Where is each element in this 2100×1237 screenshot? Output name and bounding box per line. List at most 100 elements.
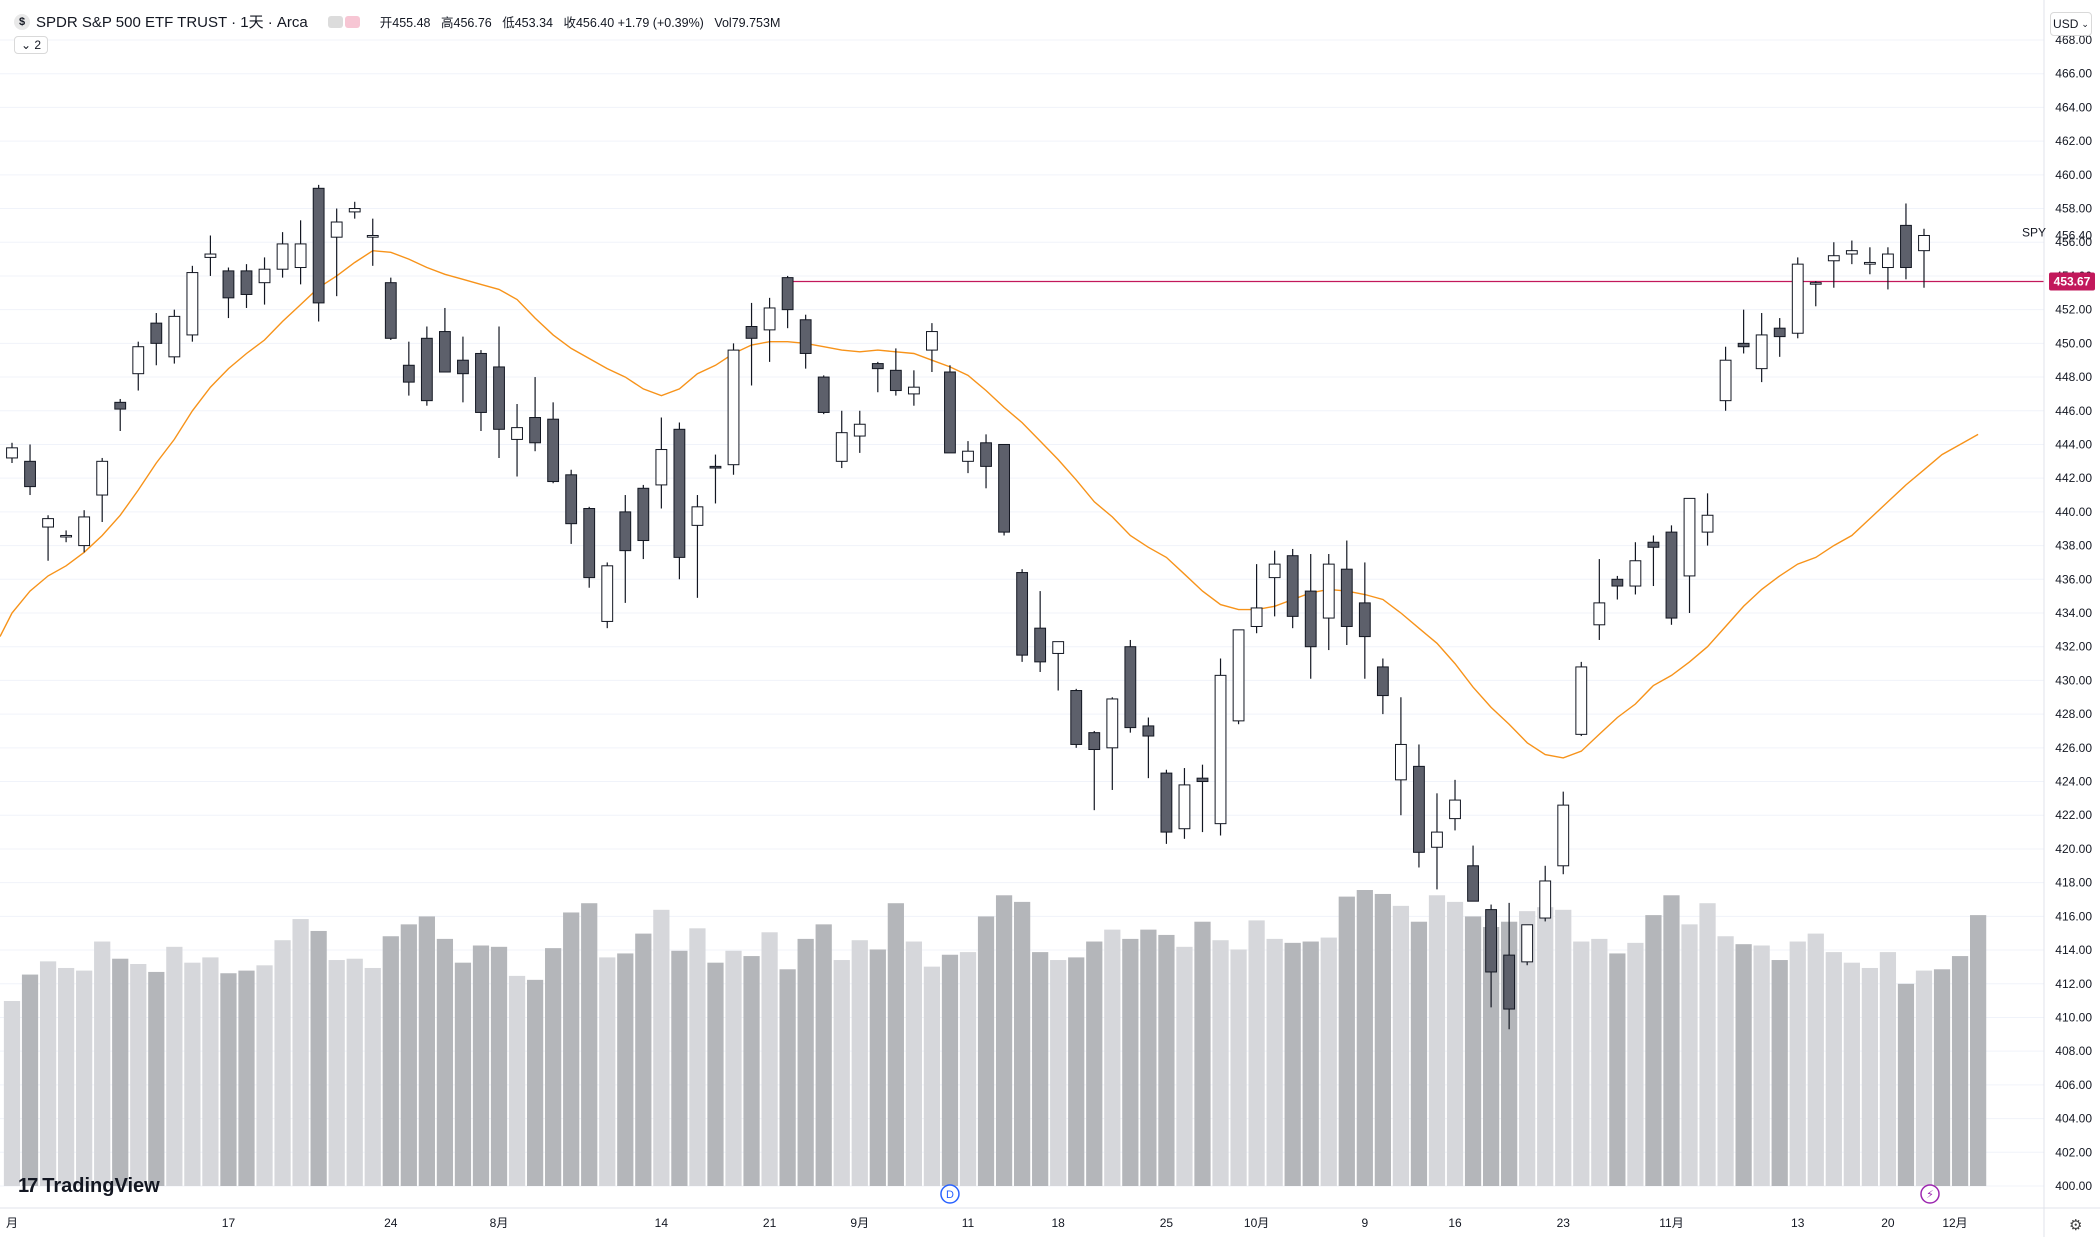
candle-body: [78, 516, 91, 547]
volume-bar: [1086, 941, 1103, 1186]
price-tick-label: 442.00: [2055, 471, 2092, 485]
earnings-marker[interactable]: ⚡: [1920, 1184, 1940, 1204]
line-price-label: 453.67: [2054, 275, 2091, 289]
volume-bar: [1879, 952, 1897, 1186]
candle-body: [1845, 250, 1858, 255]
candle-body: [637, 487, 650, 542]
ohlc-low-label: 低: [502, 16, 515, 30]
candle-body: [998, 443, 1010, 533]
time-tick-label: 25: [1160, 1216, 1174, 1230]
price-tick-label: 460.00: [2055, 168, 2092, 182]
dividend-label: D: [946, 1189, 954, 1201]
volume-bar: [1717, 936, 1734, 1186]
volume-bar: [39, 961, 57, 1186]
ohlc-open-label: 开: [379, 16, 393, 30]
price-tick-label: 434.00: [2055, 606, 2092, 620]
time-tick-label: 17: [222, 1216, 236, 1230]
candle-body: [330, 221, 343, 238]
flash-label: ⚡: [1926, 1188, 1934, 1201]
candle-body: [1647, 541, 1660, 548]
volume-bar: [1158, 934, 1175, 1186]
volume-bar: [1338, 896, 1355, 1186]
volume-bar: [400, 924, 417, 1186]
price-tick-label: 456.00: [2055, 235, 2092, 249]
volume-bar: [1789, 941, 1806, 1186]
candle-body: [1016, 572, 1029, 656]
price-tick-label: 464.00: [2055, 100, 2092, 114]
volume-bar: [256, 965, 273, 1186]
volume-bar: [599, 957, 616, 1186]
volume-bar: [1645, 915, 1662, 1186]
volume-bar: [905, 941, 923, 1186]
volume-bar: [76, 970, 93, 1186]
price-tick-label: 400.00: [2055, 1179, 2092, 1193]
price-tick-label: 462.00: [2055, 134, 2092, 148]
candle-body: [547, 418, 560, 483]
logo-mark-icon: 17: [18, 1175, 38, 1197]
candle-body: [1232, 629, 1245, 722]
visibility-toggle[interactable]: [327, 15, 360, 28]
volume-bar: [1681, 924, 1698, 1186]
volume-bar: [995, 895, 1013, 1186]
volume-bar: [166, 946, 183, 1186]
volume-bar: [1122, 938, 1139, 1186]
volume-bar: [328, 960, 345, 1186]
candle-body: [1449, 799, 1461, 820]
ma-line: [0, 249, 1979, 759]
chevron-down-icon: ⌄: [2081, 18, 2089, 29]
volume-bar: [346, 958, 363, 1186]
candle-body: [1900, 224, 1912, 269]
candle-body: [1539, 880, 1552, 919]
volume-bar: [1807, 933, 1824, 1186]
candle-body: [529, 417, 542, 444]
candle-body: [853, 423, 866, 437]
volume-bar: [653, 909, 670, 1186]
candle-body: [745, 326, 758, 339]
volume-bar: [508, 975, 526, 1186]
time-tick-label: 11月: [1659, 1216, 1683, 1230]
candle-body: [420, 337, 433, 402]
indicator-collapse-button[interactable]: ⌄ 2: [14, 36, 49, 54]
volume-bar: [869, 949, 886, 1186]
candle-body: [1124, 646, 1137, 729]
symbol-title[interactable]: SPDR S&P 500 ETF TRUST · 1天 · Arca: [36, 14, 308, 31]
flash-icon[interactable]: [1920, 1184, 1940, 1204]
volume-bar: [94, 941, 111, 1186]
volume-bar: [1446, 901, 1464, 1186]
currency-button[interactable]: USD ⌄: [2050, 12, 2092, 36]
candle-body: [1791, 263, 1804, 334]
tradingview-logo[interactable]: 17 TradingView: [18, 1175, 160, 1198]
candles: [6, 184, 1930, 1030]
price-axis[interactable]: 400.00 402.00 404.00 406.00 408.00 410.00 412.…: [2022, 0, 2095, 1237]
candle-body: [204, 253, 217, 258]
candle-body: [817, 376, 830, 413]
dividend-marker[interactable]: D: [940, 1184, 960, 1204]
volume-bar: [1627, 942, 1644, 1186]
volume-bar: [1464, 916, 1482, 1186]
candle-body: [583, 508, 596, 579]
dividend-icon[interactable]: [940, 1184, 960, 1204]
volume-bar: [941, 954, 959, 1186]
price-tick-label: 450.00: [2055, 336, 2092, 350]
volume-bar: [1735, 944, 1752, 1186]
candle-body: [276, 243, 289, 270]
candle-body: [1719, 359, 1732, 402]
candle-body: [1863, 261, 1876, 265]
candle-body: [475, 352, 487, 413]
price-tick-label: 410.00: [2055, 1010, 2092, 1024]
volume-bar: [851, 940, 868, 1186]
candle-body: [384, 282, 397, 339]
price-tick-label: 412.00: [2055, 977, 2092, 991]
time-tick-label: 18: [1052, 1216, 1066, 1230]
volume-bar: [1915, 970, 1933, 1186]
volume-bar: [1050, 960, 1067, 1186]
ohlc-high-value: 456.76: [453, 16, 492, 30]
volume-bar: [292, 919, 309, 1186]
ohlc-vol-label: Vol: [714, 16, 732, 30]
time-axis[interactable]: 月 17 24 8月 14 21 9月 11 18 25 10月 9 16 23 11月 13 20 12月: [0, 1207, 2100, 1230]
gear-icon[interactable]: ⚙: [2069, 1217, 2083, 1234]
candle-body: [1773, 327, 1786, 338]
candle-body: [763, 307, 776, 331]
